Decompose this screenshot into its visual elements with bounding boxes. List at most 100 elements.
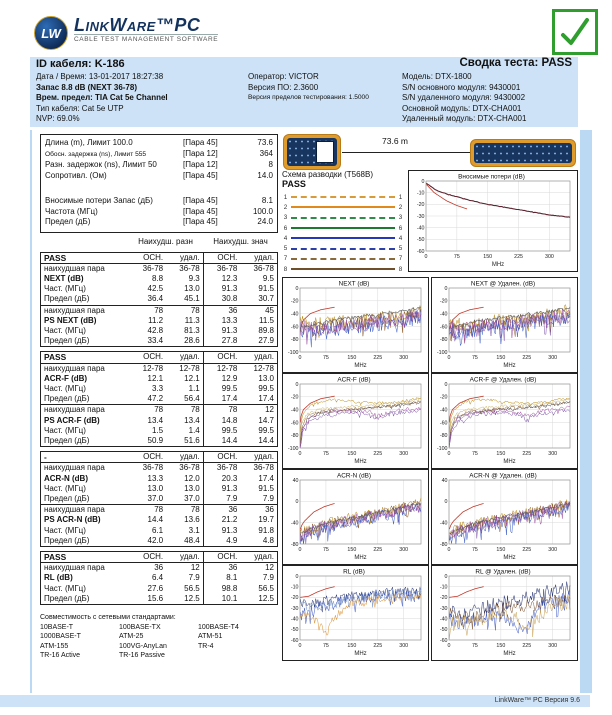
row-value: 12-78: [142, 363, 164, 373]
row-value: 45.1: [184, 294, 200, 304]
row-value: 78: [166, 504, 204, 516]
compat-standard: TR-16 Passive: [119, 652, 165, 659]
wire-line: [291, 206, 395, 209]
pair-ref: [Пара 45]: [183, 206, 218, 216]
header-line: Запас 8.8 dB (NEXT 36-78): [36, 82, 137, 92]
svg-text:300: 300: [548, 451, 557, 457]
svg-text:-20: -20: [291, 299, 299, 305]
cable-length-label: 73.6 m: [382, 136, 408, 146]
acrf-remote-chart: ACR-F @ Удален. (dB) 0 -20 -40 -60 -80 -100 0 75…: [431, 373, 578, 469]
row-value: 14.8: [202, 415, 241, 426]
row-value: 12: [265, 563, 274, 573]
col-header: удал.: [166, 551, 204, 564]
row-label: наихудшая пара: [44, 263, 105, 273]
svg-text:-10: -10: [291, 585, 299, 591]
row-value: 364: [259, 148, 273, 158]
main-tester-icon: [283, 134, 341, 170]
row-value: 10.1: [202, 593, 241, 605]
row-value: 12.0: [184, 473, 200, 483]
svg-text:0: 0: [296, 499, 299, 505]
row-value: 17.4: [202, 394, 241, 405]
svg-text:MHz: MHz: [503, 651, 515, 657]
row-value: 30.8: [202, 294, 241, 306]
svg-text:0: 0: [448, 547, 451, 553]
pin-number-left: 1: [283, 193, 288, 201]
svg-text:-20: -20: [440, 595, 448, 601]
pin-number-right: 8: [398, 265, 403, 273]
row-value: 78: [202, 404, 241, 416]
row-value: 91.3: [202, 284, 241, 295]
linkware-logo: LW LinkWare™PC CABLE TEST MANAGEMENT SOF…: [34, 16, 219, 50]
result-table: PASS ОСН. удал. ОСН. удал. наихудшая пара 36-7…: [40, 251, 278, 348]
svg-text:225: 225: [522, 547, 531, 553]
compat-standard: [198, 651, 277, 661]
svg-text:0: 0: [299, 643, 302, 649]
pin-number-right: 2: [398, 203, 403, 211]
row-value: 91.3: [202, 325, 241, 337]
link-diagram: 73.6 m: [282, 132, 578, 170]
row-value: 78: [166, 304, 204, 316]
header-line: S/N удаленного модуля: 9430002: [402, 93, 526, 103]
row-value: 51.6: [184, 435, 200, 445]
svg-text:75: 75: [472, 451, 478, 457]
row-value: 100.0: [252, 206, 273, 216]
row-label: ACR-N (dB): [44, 473, 88, 483]
row-value: 56.5: [184, 583, 200, 593]
row-value: 78: [166, 404, 204, 416]
pin-number-right: 4: [398, 234, 403, 242]
svg-text:RL @ Удален. (dB): RL @ Удален. (dB): [475, 569, 530, 576]
svg-text:-80: -80: [440, 542, 448, 548]
row-value: 36: [202, 504, 241, 516]
row-value: 8.1: [202, 573, 241, 584]
row-label: Предел (дБ): [44, 535, 90, 545]
svg-text:300: 300: [399, 355, 408, 361]
result-table: - ОСН. удал. ОСН. удал. наихудшая пара 36-78 36…: [40, 451, 278, 547]
row-value: 13.3: [202, 315, 241, 326]
row-value: 4.9: [202, 535, 241, 547]
row-value: 98.8: [202, 583, 241, 594]
svg-text:-50: -50: [291, 627, 299, 633]
row-label: Предел (дБ): [44, 593, 90, 603]
compat-row: TR-16 Active TR-16 Passive: [40, 651, 278, 661]
compat-standard: ATM-51: [198, 633, 223, 640]
compatibility-title: Совместимость с сетевыми стандартами:: [40, 614, 176, 621]
result-tables: PASS ОСН. удал. ОСН. удал. наихудшая пара 36-7…: [40, 251, 278, 605]
svg-text:-40: -40: [291, 521, 299, 527]
row-label: наихудшая пара: [44, 563, 105, 573]
wire-line: [291, 247, 395, 250]
compat-standard: 100BASE-T4: [198, 623, 239, 631]
header-line: S/N основного модуля: 9430001: [402, 82, 521, 92]
row-value: 8.8: [152, 273, 164, 283]
row-value: 1.5: [152, 425, 164, 435]
row-value: 3.3: [152, 383, 164, 393]
row-value: 33.4: [147, 336, 164, 346]
table-status: PASS: [40, 252, 129, 264]
svg-text:-20: -20: [291, 595, 299, 601]
svg-text:0: 0: [448, 451, 451, 457]
svg-text:150: 150: [496, 451, 505, 457]
row-value: 21.2: [202, 515, 241, 526]
row-value: 56.5: [258, 583, 274, 593]
row-value: 1.1: [188, 383, 200, 393]
svg-text:0: 0: [445, 382, 448, 388]
svg-text:-80: -80: [291, 433, 299, 439]
row-value: 36: [154, 563, 164, 573]
row-value: 37.0: [184, 493, 200, 503]
table-row: Сопротивл. (Ом) [Пара 45] 14.0: [45, 171, 273, 182]
row-value: 91.5: [258, 483, 274, 493]
row-value: 12.1: [184, 373, 200, 383]
row-label: наихудшая пара: [40, 404, 129, 416]
row-value: 13.3: [147, 473, 164, 483]
svg-text:ACR-N @ Удален. (dB): ACR-N @ Удален. (dB): [469, 473, 537, 480]
row-value: 20.3: [202, 473, 241, 484]
pin-number-left: 4: [283, 234, 288, 242]
acrn-main-chart: ACR-N (dB) 40 0 -40 -80 0 75 150 225 300 MHz: [282, 469, 429, 565]
svg-text:300: 300: [548, 355, 557, 361]
results-column: Длина (m), Лимит 100.0 [Пара 45] 73.6 Обосн…: [40, 134, 278, 661]
row-label: Обосн. задержка (ns), Лимит 555: [45, 150, 147, 158]
row-value: 36: [202, 304, 241, 316]
